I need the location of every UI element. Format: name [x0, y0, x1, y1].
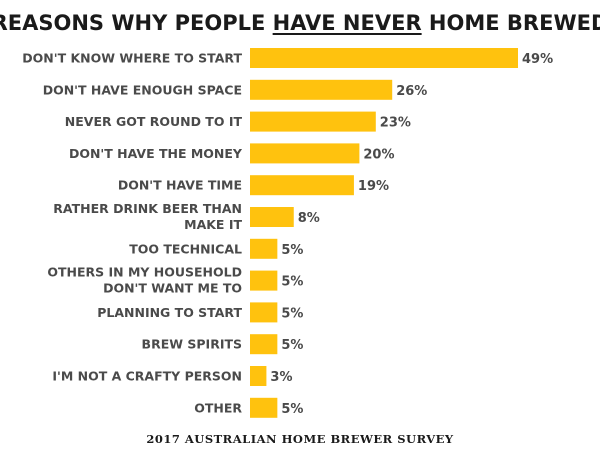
value-label-12: 5% — [281, 402, 303, 417]
bar-3 — [250, 111, 376, 132]
chart-title: REASONS WHY PEOPLE HAVE NEVER HOME BREWE… — [0, 11, 600, 35]
category-label-5: DON'T HAVE TIME — [118, 178, 242, 193]
category-label-7: TOO TECHNICAL — [129, 241, 242, 256]
category-label-6: RATHER DRINK BEER THAN MAKE IT — [53, 201, 242, 232]
category-label-1: DON'T KNOW WHERE TO START — [22, 51, 242, 66]
category-label-8: OTHERS IN MY HOUSEHOLD DON'T WANT ME TO — [47, 265, 242, 296]
bar-1 — [250, 48, 518, 68]
source-note: 2017 AUSTRALIAN HOME BREWER SURVEY — [146, 432, 454, 446]
category-label-line-2: MAKE IT — [184, 217, 242, 232]
value-label-9: 5% — [281, 306, 303, 321]
category-label-line-1: RATHER DRINK BEER THAN — [53, 201, 242, 216]
bar-5 — [250, 175, 354, 196]
bar-11 — [250, 366, 267, 386]
title-part-3: HOME BREWED — [422, 11, 600, 35]
value-label-4: 20% — [363, 147, 394, 162]
bars-group: DON'T KNOW WHERE TO START 49% DON'T HAVE E… — [22, 48, 553, 418]
value-label-1: 49% — [522, 52, 553, 67]
category-label-11: I'M NOT A CRAFTY PERSON — [52, 369, 242, 384]
category-label-12: OTHER — [194, 400, 242, 415]
value-label-8: 5% — [281, 275, 303, 290]
svg-text:REASONS WHY PEOPLE HAVE NEVER: REASONS WHY PEOPLE HAVE NEVER HOME BREWE… — [0, 11, 600, 35]
bar-12 — [250, 397, 278, 418]
bar-6 — [250, 207, 294, 227]
bar-10 — [250, 334, 278, 355]
value-label-3: 23% — [380, 116, 411, 131]
bar-2 — [250, 79, 393, 100]
category-label-4: DON'T HAVE THE MONEY — [69, 146, 243, 161]
category-label-line-2: DON'T WANT ME TO — [103, 281, 242, 296]
category-label-line-1: OTHERS IN MY HOUSEHOLD — [47, 265, 242, 280]
category-label-9: PLANNING TO START — [97, 305, 242, 320]
bar-4 — [250, 143, 360, 164]
bar-8 — [250, 270, 278, 291]
value-label-7: 5% — [281, 243, 303, 258]
title-part-1: REASONS WHY PEOPLE — [0, 11, 273, 35]
title-part-2-underlined: HAVE NEVER — [273, 11, 422, 35]
category-label-10: BREW SPIRITS — [142, 337, 242, 352]
category-label-3: NEVER GOT ROUND TO IT — [65, 114, 243, 129]
value-label-5: 19% — [358, 179, 389, 194]
category-label-2: DON'T HAVE ENOUGH SPACE — [43, 82, 242, 97]
value-label-2: 26% — [396, 84, 427, 99]
value-label-6: 8% — [298, 211, 320, 226]
bar-7 — [250, 238, 278, 259]
value-label-11: 3% — [270, 370, 292, 385]
bar-9 — [250, 302, 278, 323]
value-label-10: 5% — [281, 338, 303, 353]
